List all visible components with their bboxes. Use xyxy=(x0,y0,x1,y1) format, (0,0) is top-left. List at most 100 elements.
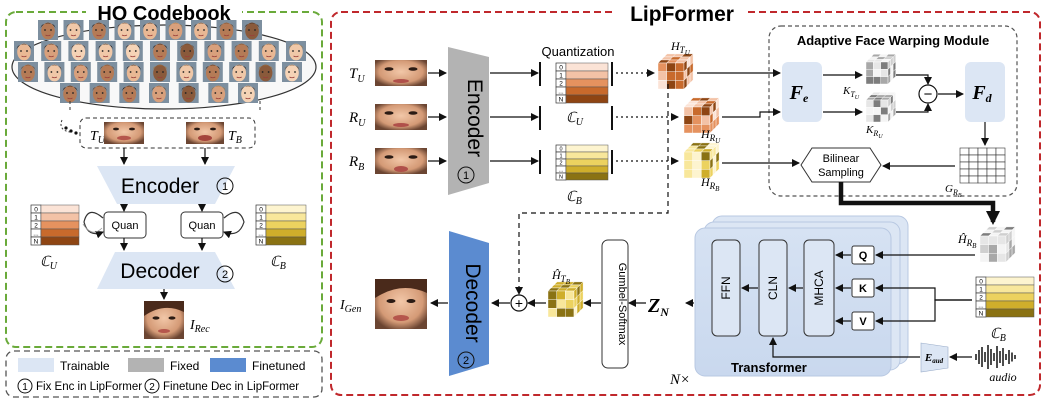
codebook-entry xyxy=(565,70,609,80)
codebook-index-label: 1 xyxy=(34,214,38,221)
codebook-entry xyxy=(985,276,1035,286)
grid-cell xyxy=(995,161,1006,170)
cube-voxel xyxy=(873,76,881,85)
dataset-face-thumbnail xyxy=(18,62,38,82)
grid-cell xyxy=(986,168,997,177)
cube-voxel xyxy=(675,71,685,81)
cube-voxel xyxy=(873,99,881,108)
legend-note2-num: 2 xyxy=(149,382,155,393)
cube-voxel xyxy=(997,244,1007,254)
nx-label: N× xyxy=(669,372,690,388)
g-rb-label: GRB xyxy=(945,183,962,199)
h-tu-label: HTU xyxy=(670,39,691,57)
dataset-face-thumbnail xyxy=(89,83,110,103)
plus-symbol: + xyxy=(515,295,523,311)
cube-voxel xyxy=(865,107,874,115)
dataset-face-thumbnail xyxy=(202,62,223,82)
dataset-face-thumbnail xyxy=(255,62,276,82)
e-aud-label: Eaud xyxy=(924,352,944,365)
dataset-face-thumbnail xyxy=(238,83,258,103)
grid-cell xyxy=(995,147,1006,156)
cube-voxel xyxy=(683,169,693,179)
cube-voxel xyxy=(979,244,989,254)
grid-cell xyxy=(959,168,970,177)
cube-voxel xyxy=(579,298,584,312)
codebook-index-label: ... xyxy=(978,302,984,309)
mhca-label: MHCA xyxy=(812,270,826,305)
dataset-face-thumbnail xyxy=(165,20,186,40)
transformer-label: Transformer xyxy=(731,360,807,375)
grid-cell xyxy=(959,147,970,156)
hq-decoder-label: Decoder xyxy=(120,260,199,283)
cube-voxel xyxy=(1011,243,1016,257)
cube-voxel xyxy=(547,290,557,300)
cube-voxel xyxy=(556,299,566,309)
dataset-face-thumbnail xyxy=(38,20,58,40)
lip-input-label: RB xyxy=(348,154,364,173)
cube-voxel xyxy=(880,99,889,108)
codebook-index-label: 0 xyxy=(979,278,983,285)
audio-waveform-icon xyxy=(975,345,1016,369)
codebook-index-label: 1 xyxy=(559,72,563,79)
cube-voxel xyxy=(715,159,720,173)
codebook-entry xyxy=(985,308,1035,318)
hq-codebook-u: 012...N xyxy=(30,204,80,246)
cube-voxel xyxy=(547,299,557,309)
cln-block xyxy=(758,239,788,337)
dataset-face-thumbnail xyxy=(208,83,229,103)
lip-decoder: Decoder 2 xyxy=(449,231,489,376)
k-tu-label: KTU xyxy=(842,85,860,101)
grid-cell xyxy=(986,147,997,156)
gumbel-softmax-block xyxy=(601,239,629,369)
h-tu-cube xyxy=(657,53,694,90)
bilinear-line2: Sampling xyxy=(818,167,864,179)
grid-cell xyxy=(959,154,970,163)
dataset-face-thumbnail xyxy=(63,20,84,40)
q-box xyxy=(851,245,875,265)
legend-finetuned-swatch xyxy=(210,358,246,372)
grid-cell xyxy=(968,168,979,177)
hq-irec-face xyxy=(144,301,184,339)
cube-voxel xyxy=(979,235,989,245)
cube-voxel xyxy=(556,290,566,300)
dataset-face-thumbnail xyxy=(191,20,211,40)
hq-encoder-label: Encoder xyxy=(121,175,199,198)
codebook-entry xyxy=(985,284,1035,294)
igen-label: IGen xyxy=(339,298,361,315)
fd-label: Fd xyxy=(971,82,992,105)
hq-codebook-b: 012...N xyxy=(255,204,307,245)
codebook-entry xyxy=(565,62,609,72)
grid-cell xyxy=(986,161,997,170)
k-ru-label: KRU xyxy=(865,124,883,140)
lip-codebook-u: 012...N xyxy=(555,62,609,103)
e-aud-block xyxy=(920,342,949,373)
dataset-face-thumbnail xyxy=(177,41,198,61)
cube-voxel xyxy=(865,76,874,85)
hq-inputs-box: TU TB xyxy=(60,100,261,149)
bilinear-line1: Bilinear xyxy=(823,153,860,165)
hq-decoder-num: 2 xyxy=(222,269,228,281)
plus-node xyxy=(510,294,528,312)
codebook-index-label: 2 xyxy=(259,222,263,229)
dataset-face-thumbnail xyxy=(204,41,225,61)
transformer-block: Transformer FFN CLN MHCA Q K V xyxy=(694,215,909,377)
cb-right-label: ℂB xyxy=(990,327,1006,344)
codebook-index-label: 2 xyxy=(559,160,562,166)
cube-voxel xyxy=(997,253,1007,263)
codebook-entry xyxy=(40,236,80,246)
h-ru-cube xyxy=(683,97,720,134)
dataset-face-thumbnail xyxy=(14,41,34,61)
cube-voxel xyxy=(979,253,989,263)
hhat-tb-cube xyxy=(547,281,584,318)
lip-encoder: Encoder 1 xyxy=(448,47,489,195)
codebook-index-label: 0 xyxy=(559,64,563,71)
cube-voxel xyxy=(683,160,693,170)
lip-input-label: TU xyxy=(349,66,365,85)
legend-fixed-label: Fixed xyxy=(170,359,199,373)
hhat-tb-label: ĤTB xyxy=(551,268,571,286)
audio-label: audio xyxy=(989,370,1016,384)
mhca-block xyxy=(803,239,835,337)
codebook-entry xyxy=(565,172,609,181)
lip-input-label: RU xyxy=(348,110,366,129)
